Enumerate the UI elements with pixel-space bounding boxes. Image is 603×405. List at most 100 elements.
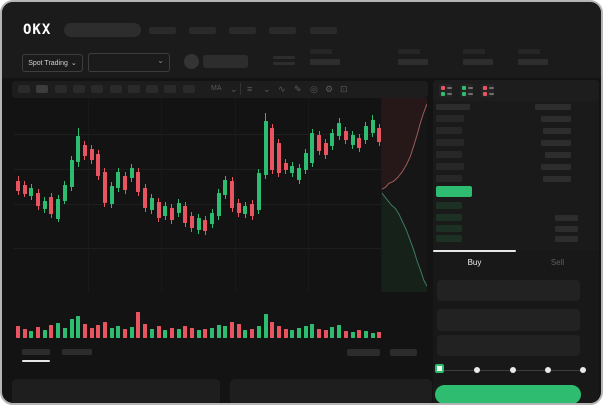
book-icon-square [441, 92, 445, 96]
ask-row-price[interactable] [436, 151, 462, 158]
bottom-tab[interactable] [22, 349, 50, 355]
timeframe-button[interactable] [18, 85, 30, 93]
ask-row-amount[interactable] [541, 116, 571, 122]
volume-bar [42, 330, 47, 338]
ask-row-price[interactable] [436, 127, 462, 134]
tab-sell[interactable]: Sell [516, 250, 599, 274]
bottom-action-button[interactable] [390, 349, 417, 356]
ask-row-price[interactable] [436, 163, 464, 170]
tab-buy[interactable]: Buy [433, 250, 516, 274]
candle [323, 143, 328, 155]
active-tab-underline [22, 360, 50, 362]
candle [223, 180, 228, 195]
slider-handle[interactable] [435, 364, 444, 373]
volume-bar [149, 329, 154, 338]
candle [149, 198, 154, 210]
timeframe-button[interactable] [72, 85, 85, 93]
candlestick-chart[interactable] [14, 98, 382, 292]
timeframe-button[interactable] [36, 85, 49, 93]
volume-bar [330, 327, 335, 338]
buy-submit-button[interactable] [435, 385, 581, 403]
timeframe-button[interactable] [127, 85, 140, 93]
trade-form-field[interactable] [437, 335, 580, 356]
volume-bar [343, 331, 348, 338]
bid-row-amount[interactable] [555, 226, 578, 232]
volume-bar [223, 326, 228, 338]
indicator-label[interactable]: MA [211, 85, 222, 92]
timeframe-button[interactable] [109, 85, 122, 93]
bottom-action-button[interactable] [347, 349, 380, 356]
ask-row-amount[interactable] [541, 164, 571, 170]
gridline-horizontal [14, 248, 382, 249]
nav-item-placeholder[interactable] [310, 27, 337, 34]
book-asks-icon[interactable] [481, 84, 494, 97]
book-icon-line [489, 87, 494, 89]
trade-form-field[interactable] [437, 280, 580, 301]
ask-row-price[interactable] [436, 175, 462, 182]
camera-icon[interactable]: ◎ [310, 84, 318, 94]
fullscreen-icon[interactable]: ⊡ [340, 84, 348, 94]
last-price-bar[interactable] [436, 186, 472, 197]
stat-label-placeholder [398, 49, 420, 54]
bid-row-amount[interactable] [555, 236, 578, 242]
bid-row-price[interactable] [436, 214, 462, 221]
nav-item-placeholder[interactable] [229, 27, 256, 34]
slider-stop-dot[interactable] [509, 367, 516, 373]
bid-row-amount[interactable] [555, 215, 578, 221]
pair-selector[interactable]: ⌄ [88, 53, 170, 72]
gridline-vertical [381, 98, 382, 292]
bid-row-price[interactable] [436, 235, 462, 242]
candle [216, 193, 221, 216]
settings-icon[interactable]: ⚙ [325, 84, 334, 94]
orderbook-header-left [436, 104, 470, 110]
nav-item-placeholder[interactable] [149, 27, 176, 34]
candle [357, 138, 362, 148]
ask-row-amount[interactable] [545, 152, 571, 158]
candle [250, 204, 255, 216]
candle [16, 181, 20, 191]
bid-row-price[interactable] [436, 202, 462, 209]
draw-icon[interactable]: ✎ [294, 84, 302, 94]
ask-row-amount[interactable] [543, 176, 571, 182]
ask-row-price[interactable] [436, 139, 464, 146]
slider-stop-dot[interactable] [544, 367, 551, 373]
book-bids-icon[interactable] [460, 84, 473, 97]
gridline-vertical [235, 98, 236, 292]
wave-icon[interactable]: ∿ [278, 84, 286, 94]
candle [303, 153, 308, 170]
candle [363, 126, 368, 140]
book-both-icon[interactable] [439, 84, 452, 97]
active-tab-indicator [433, 250, 516, 252]
candle [370, 120, 375, 133]
trade-form-field[interactable] [437, 309, 580, 331]
ask-row-amount[interactable] [541, 140, 571, 146]
chart-type-icon[interactable]: ≡ [247, 84, 253, 94]
ask-row-amount[interactable] [543, 128, 571, 134]
search-input[interactable] [64, 23, 141, 37]
chevron-down-icon[interactable]: ⌄ [263, 84, 271, 94]
volume-bar [350, 332, 355, 338]
chevron-down-icon[interactable]: ⌄ [230, 84, 238, 94]
timeframe-button[interactable] [91, 85, 104, 93]
candle [36, 193, 41, 206]
timeframe-button[interactable] [54, 85, 67, 93]
volume-chart [14, 300, 382, 338]
timeframe-button[interactable] [146, 85, 159, 93]
volume-bar [16, 326, 20, 338]
pair-name-placeholder[interactable] [203, 55, 248, 68]
candle [297, 168, 302, 180]
candle [116, 172, 121, 188]
bottom-tab[interactable] [62, 349, 92, 355]
candle [49, 197, 54, 214]
slider-stop-dot[interactable] [580, 367, 586, 373]
candle [310, 133, 315, 163]
timeframe-button[interactable] [164, 85, 177, 93]
ask-row-price[interactable] [436, 115, 464, 122]
orderbook-view-toolbar [433, 80, 599, 101]
nav-item-placeholder[interactable] [269, 27, 296, 34]
bid-row-price[interactable] [436, 225, 462, 232]
timeframe-button[interactable] [182, 85, 195, 93]
market-type-selector[interactable]: Spot Trading ⌄ [22, 54, 83, 72]
nav-item-placeholder[interactable] [189, 27, 216, 34]
slider-stop-dot[interactable] [474, 367, 481, 373]
